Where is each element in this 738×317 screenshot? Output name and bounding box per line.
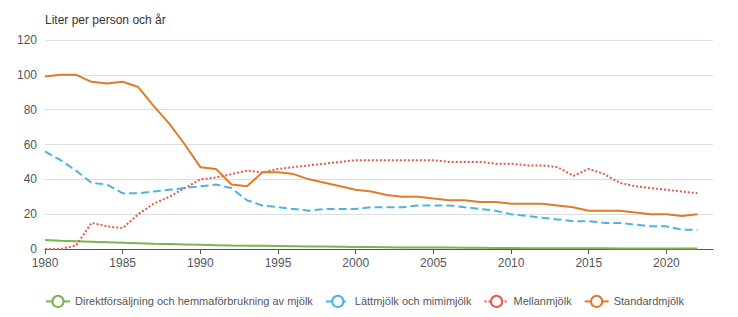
svg-text:80: 80 [24,103,38,117]
svg-text:2020: 2020 [653,256,680,270]
svg-text:60: 60 [24,138,38,152]
svg-text:20: 20 [24,207,38,221]
svg-text:Direktförsäljning och hemmaför: Direktförsäljning och hemmaförbrukning a… [75,295,313,307]
svg-text:Standardmjölk: Standardmjölk [614,295,685,307]
svg-text:Mellanmjölk: Mellanmjölk [514,295,573,307]
svg-text:1980: 1980 [32,256,59,270]
svg-text:Lättmjölk och mimimjölk: Lättmjölk och mimimjölk [355,295,472,307]
svg-text:40: 40 [24,172,38,186]
svg-text:1995: 1995 [265,256,292,270]
svg-text:2010: 2010 [498,256,525,270]
svg-text:2005: 2005 [420,256,447,270]
svg-text:1990: 1990 [187,256,214,270]
svg-text:0: 0 [30,242,37,256]
svg-text:1985: 1985 [109,256,136,270]
svg-text:100: 100 [17,68,37,82]
svg-text:2000: 2000 [342,256,369,270]
svg-text:120: 120 [17,33,37,47]
svg-text:2015: 2015 [575,256,602,270]
svg-text:Liter per person och år: Liter per person och år [45,13,166,27]
